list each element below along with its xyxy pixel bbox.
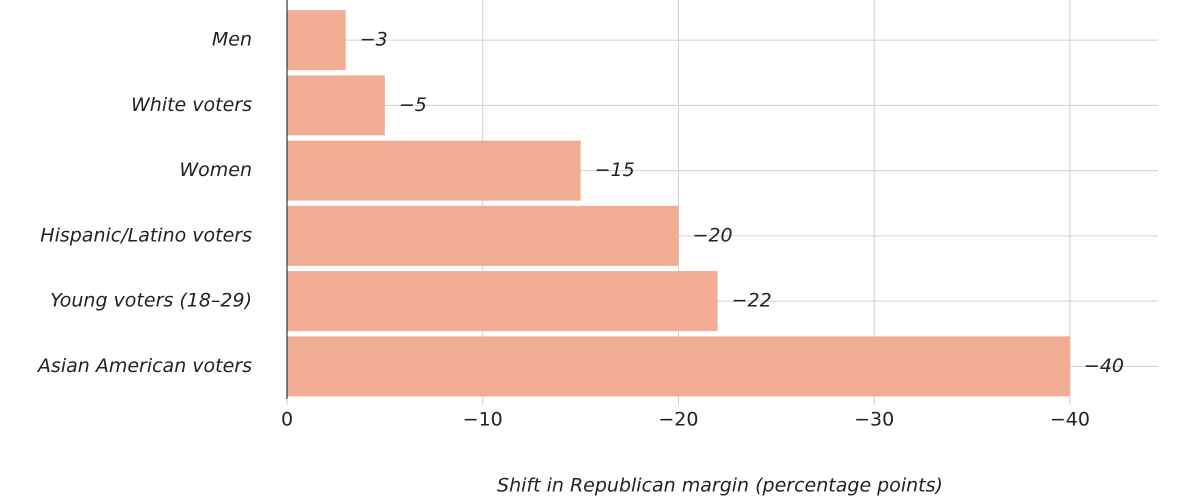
value-label: −3: [360, 29, 388, 51]
x-axis-title: Shift in Republican margin (percentage p…: [497, 475, 943, 497]
bar: [287, 271, 718, 332]
x-tick-label: −40: [1050, 409, 1090, 431]
bar: [287, 140, 581, 201]
value-label: −20: [692, 224, 732, 246]
value-label: −22: [732, 290, 772, 312]
x-tick-label: 0: [281, 409, 293, 431]
value-label: −5: [399, 94, 427, 116]
bar: [287, 336, 1070, 397]
y-tick-label: Men: [212, 29, 252, 51]
y-tick-label: Hispanic/Latino voters: [40, 224, 252, 246]
bar: [287, 10, 346, 71]
x-tick-label: −30: [854, 409, 894, 431]
value-label: −40: [1084, 355, 1124, 377]
bar: [287, 75, 385, 136]
y-tick-label: Young voters (18–29): [50, 290, 252, 312]
x-tick-label: −20: [658, 409, 698, 431]
value-label: −15: [595, 159, 635, 181]
bar: [287, 205, 679, 266]
y-tick-label: Women: [179, 159, 252, 181]
y-tick-label: White voters: [131, 94, 252, 116]
x-tick-label: −10: [463, 409, 503, 431]
y-tick-label: Asian American voters: [36, 355, 252, 377]
